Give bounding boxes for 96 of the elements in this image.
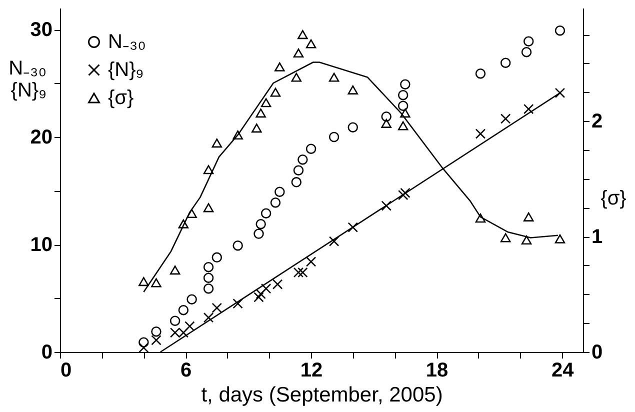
point — [306, 39, 316, 48]
point — [328, 132, 340, 142]
point — [348, 222, 358, 232]
point — [306, 144, 316, 154]
point — [260, 98, 272, 108]
legend-label: {N}₉ — [108, 59, 144, 81]
point — [186, 208, 197, 218]
x-tick-label: 12 — [300, 360, 323, 382]
point — [400, 108, 410, 118]
point — [203, 262, 214, 272]
point — [500, 114, 511, 124]
point — [178, 219, 189, 228]
y-tick-label: 0 — [41, 342, 52, 364]
legend-label: {σ} — [108, 87, 134, 109]
point — [381, 111, 392, 122]
point — [260, 283, 272, 294]
point — [270, 88, 281, 97]
point — [256, 218, 266, 230]
point — [293, 48, 304, 58]
x-tick-label: 18 — [426, 360, 448, 382]
point — [293, 165, 304, 176]
point — [475, 128, 486, 139]
point — [254, 292, 264, 302]
point — [298, 154, 308, 165]
point — [554, 234, 566, 244]
point — [291, 177, 302, 188]
y2-tick-label: 1 — [592, 226, 603, 248]
point — [291, 72, 302, 82]
y-tick-label: 20 — [30, 126, 52, 148]
point — [348, 85, 358, 94]
point — [203, 165, 214, 174]
point — [232, 240, 243, 251]
point — [381, 200, 392, 211]
point — [203, 312, 214, 323]
point — [306, 256, 316, 267]
point — [151, 278, 162, 288]
legend-label: N₋₃₀ — [108, 31, 146, 53]
point — [256, 108, 266, 118]
point — [252, 124, 262, 133]
point — [184, 321, 195, 332]
point — [475, 68, 486, 79]
point — [521, 46, 532, 58]
point — [398, 121, 408, 130]
y2-tick-label: 0 — [592, 342, 603, 364]
point — [203, 203, 214, 212]
x-tick-label: 0 — [60, 360, 72, 382]
point — [400, 188, 410, 198]
point — [381, 118, 392, 128]
point — [212, 302, 222, 314]
point — [400, 79, 410, 90]
point — [523, 36, 534, 46]
point — [274, 186, 285, 197]
x-tick-label: 6 — [180, 360, 192, 382]
point — [554, 25, 566, 36]
point — [523, 212, 534, 222]
point — [521, 236, 532, 245]
point — [328, 236, 340, 246]
y-tick-label: 10 — [30, 234, 52, 256]
x-axis-title: t, days (September, 2005) — [201, 384, 443, 406]
point — [298, 267, 308, 278]
y2-tick-label: 2 — [592, 110, 603, 133]
point — [212, 138, 222, 148]
y-tick-label: 30 — [30, 19, 52, 41]
point — [272, 279, 283, 290]
point — [270, 197, 281, 208]
point — [212, 252, 222, 263]
x-tick-label: 24 — [551, 360, 575, 382]
point — [254, 228, 264, 239]
point — [151, 326, 162, 337]
point — [398, 90, 408, 100]
point — [348, 122, 358, 132]
y-axis-title: N₋₃₀ {N}₉ — [8, 58, 46, 102]
point — [554, 88, 566, 98]
point — [260, 208, 272, 218]
point — [274, 62, 285, 72]
point — [500, 58, 511, 68]
point — [138, 277, 149, 286]
point — [186, 294, 197, 304]
point — [500, 233, 511, 242]
point — [475, 214, 486, 223]
point — [203, 283, 214, 294]
point — [398, 190, 408, 200]
point — [398, 100, 408, 111]
point — [232, 298, 243, 309]
point — [328, 72, 340, 82]
point — [151, 335, 162, 346]
point — [256, 288, 266, 300]
point — [523, 104, 534, 114]
point — [293, 267, 304, 278]
point — [178, 304, 189, 316]
point — [170, 266, 180, 275]
y2-axis-title: {σ} — [600, 188, 627, 210]
point — [170, 316, 180, 326]
point — [203, 272, 214, 283]
point — [298, 30, 308, 40]
point — [232, 130, 243, 140]
